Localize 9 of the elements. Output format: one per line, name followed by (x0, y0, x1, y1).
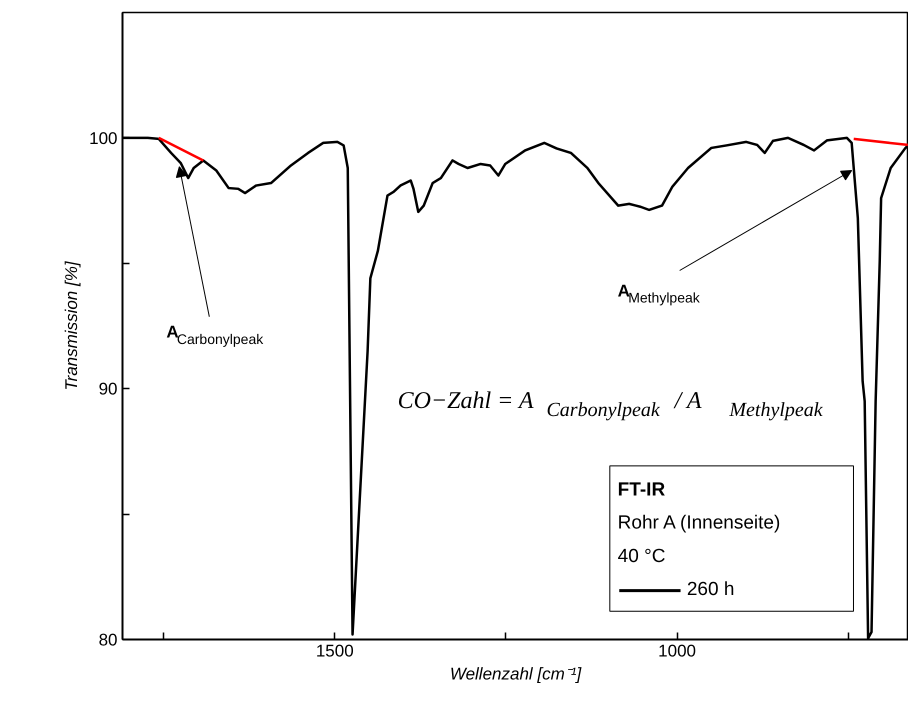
x-tick-label: 1000 (658, 642, 696, 660)
y-axis-title: Transmission [%] (62, 260, 82, 391)
legend-title: FT-IR Rohr A (Innenseite) 40 °C (618, 479, 780, 567)
x-axis-title: Wellenzahl [cm⁻¹] (450, 664, 582, 684)
y-tick-label: 90 (98, 380, 118, 399)
y-tick-label: 80 (98, 630, 118, 650)
x-tick-label: 1500 (316, 642, 354, 660)
legend-label: 260 h (686, 579, 734, 600)
y-tick-label: 100 (89, 128, 118, 148)
